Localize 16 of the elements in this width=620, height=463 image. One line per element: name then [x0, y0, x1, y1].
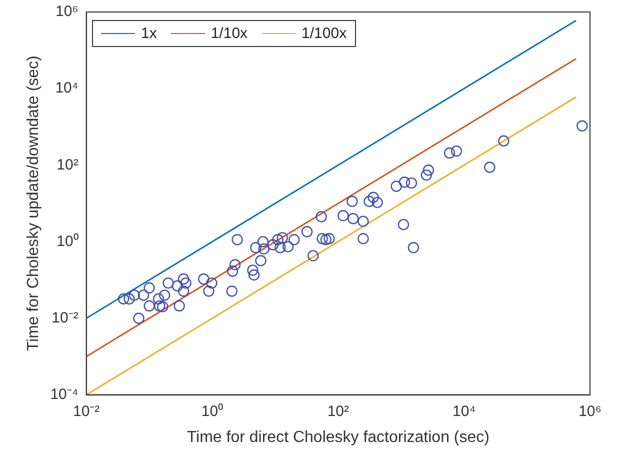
y-tick-label: 10⁶: [55, 3, 78, 20]
x-tick-label: 10²: [327, 402, 350, 420]
y-tick-label: 10⁻⁴: [50, 386, 78, 403]
y-tick-label: 10⁻²: [52, 309, 78, 326]
y-tick-label: 10⁰: [56, 232, 78, 250]
x-tick-label: 10⁰: [201, 402, 224, 420]
legend-label: 1x: [141, 25, 157, 42]
legend-label: 1/100x: [302, 25, 347, 42]
y-tick-label: 10⁴: [55, 80, 78, 97]
legend-label: 1/10x: [210, 25, 248, 42]
x-tick-label: 10⁶: [578, 402, 602, 420]
y-axis-title: Time for Cholesky update/downdate (sec): [25, 56, 42, 352]
x-tick-label: 10⁻²: [72, 402, 100, 420]
x-tick-label: 10⁴: [452, 402, 476, 420]
y-tick-label: 10²: [56, 156, 78, 174]
x-axis-title: Time for direct Cholesky factorization (sec): [186, 428, 490, 446]
